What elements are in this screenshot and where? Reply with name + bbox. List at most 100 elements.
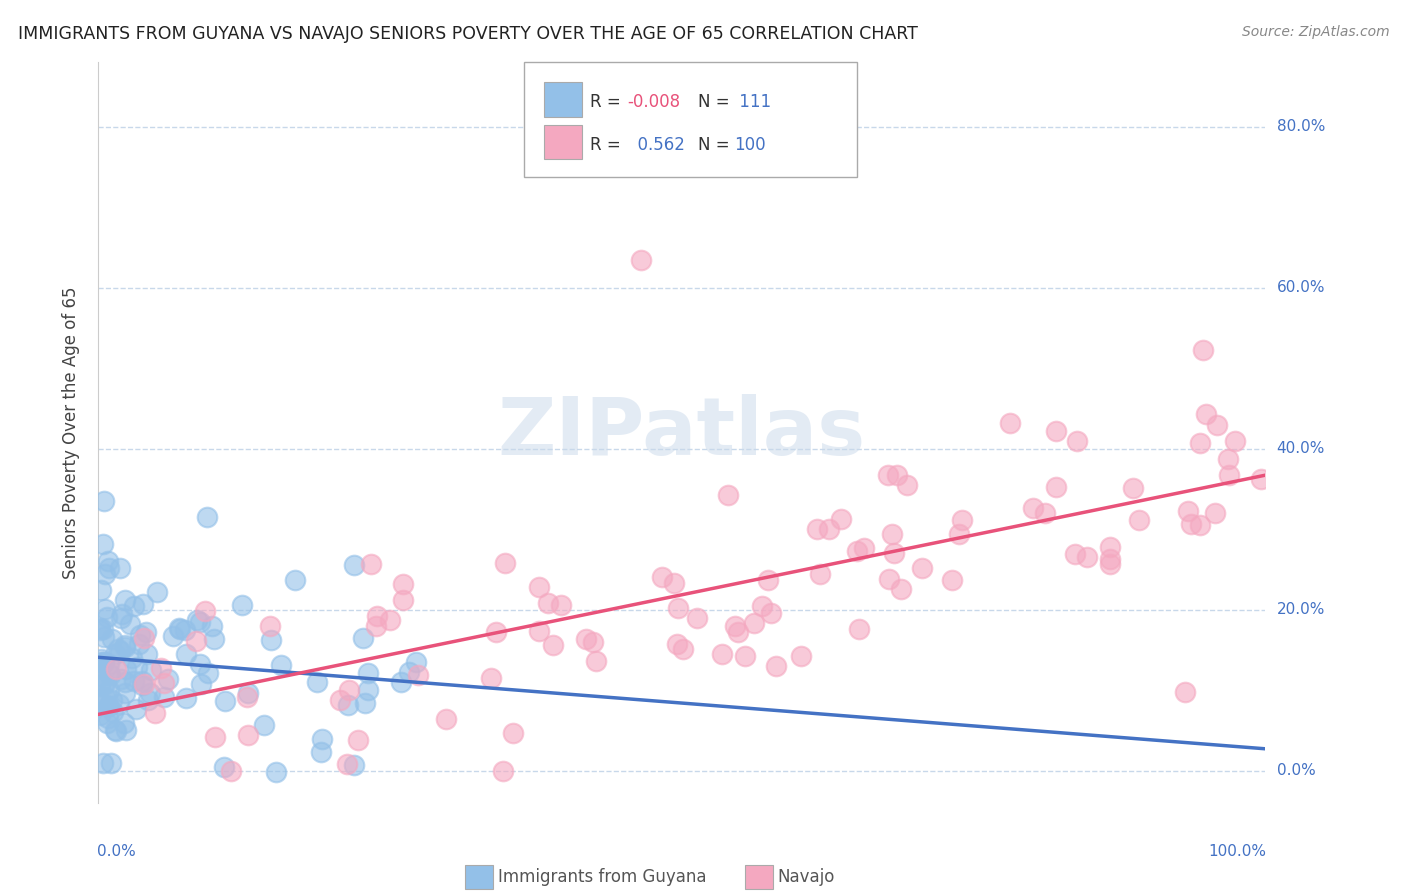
Point [125, 660, 148, 674]
Point [90, 695, 112, 709]
Point [1204, 506, 1226, 520]
Point [202, 632, 225, 646]
Text: R =: R = [589, 93, 626, 111]
Point [129, 627, 152, 641]
Point [184, 634, 207, 648]
Point [343, 558, 366, 573]
Point [253, 718, 276, 732]
Point [343, 758, 366, 772]
Point [98, 698, 121, 713]
Point [724, 619, 747, 633]
Point [366, 609, 388, 624]
Point [710, 647, 733, 661]
Point [886, 467, 908, 482]
Point [93, 756, 115, 770]
Point [112, 716, 135, 731]
Point [896, 478, 918, 492]
Point [1064, 547, 1087, 561]
Point [236, 690, 259, 705]
Point [93, 537, 115, 551]
Point [100, 756, 122, 770]
Point [734, 649, 756, 664]
Point [174, 691, 197, 706]
Point [98, 657, 121, 671]
Point [89, 623, 111, 637]
Point [108, 697, 131, 711]
Point [107, 642, 129, 657]
Point [818, 522, 841, 536]
Point [125, 702, 148, 716]
Point [122, 673, 145, 688]
Point [848, 622, 870, 636]
Point [96, 716, 118, 731]
Text: 0.0%: 0.0% [97, 844, 136, 858]
Point [1206, 418, 1229, 433]
Point [195, 509, 218, 524]
Point [877, 467, 900, 482]
Text: 100.0%: 100.0% [1209, 844, 1267, 858]
Point [238, 728, 260, 742]
Text: 80.0%: 80.0% [1277, 120, 1324, 135]
Point [1225, 434, 1247, 449]
Point [219, 764, 242, 778]
Point [186, 613, 208, 627]
Point [270, 657, 292, 672]
Point [131, 678, 153, 692]
Point [96, 609, 118, 624]
Point [89, 660, 111, 674]
Point [717, 488, 740, 502]
Point [948, 527, 970, 541]
Point [1189, 518, 1212, 533]
Point [337, 683, 360, 698]
Point [575, 632, 598, 646]
Point [89, 669, 111, 683]
Text: 20.0%: 20.0% [1277, 602, 1324, 617]
Point [214, 694, 236, 708]
Point [108, 561, 131, 575]
Point [93, 494, 115, 508]
Point [672, 642, 695, 657]
Point [188, 615, 211, 629]
Point [104, 647, 127, 661]
Point [998, 416, 1021, 430]
Point [491, 764, 513, 778]
Point [337, 698, 360, 713]
Point [167, 621, 190, 635]
Point [93, 630, 115, 644]
Point [114, 675, 136, 690]
Point [143, 706, 166, 721]
Point [1180, 517, 1202, 532]
Point [830, 512, 852, 526]
FancyBboxPatch shape [745, 865, 773, 888]
Point [162, 629, 184, 643]
Point [941, 574, 963, 588]
Point [751, 599, 773, 613]
Point [132, 631, 155, 645]
Point [1250, 472, 1272, 486]
Point [527, 581, 550, 595]
Point [174, 624, 197, 638]
Point [311, 731, 333, 746]
Point [197, 666, 219, 681]
Point [550, 598, 572, 612]
Point [110, 672, 132, 686]
Point [114, 723, 136, 738]
Point [101, 705, 124, 719]
Text: 111: 111 [734, 93, 772, 111]
Point [1188, 436, 1211, 450]
Point [630, 252, 652, 267]
Point [149, 661, 172, 675]
Point [212, 760, 235, 774]
Point [120, 616, 142, 631]
Point [1099, 557, 1122, 571]
Point [389, 675, 412, 690]
Point [97, 698, 120, 713]
Point [650, 570, 672, 584]
Point [398, 665, 420, 679]
Text: Source: ZipAtlas.com: Source: ZipAtlas.com [1241, 25, 1389, 39]
Point [352, 631, 374, 645]
Point [880, 526, 903, 541]
Point [1122, 481, 1144, 495]
Point [98, 665, 121, 680]
Point [97, 561, 120, 575]
